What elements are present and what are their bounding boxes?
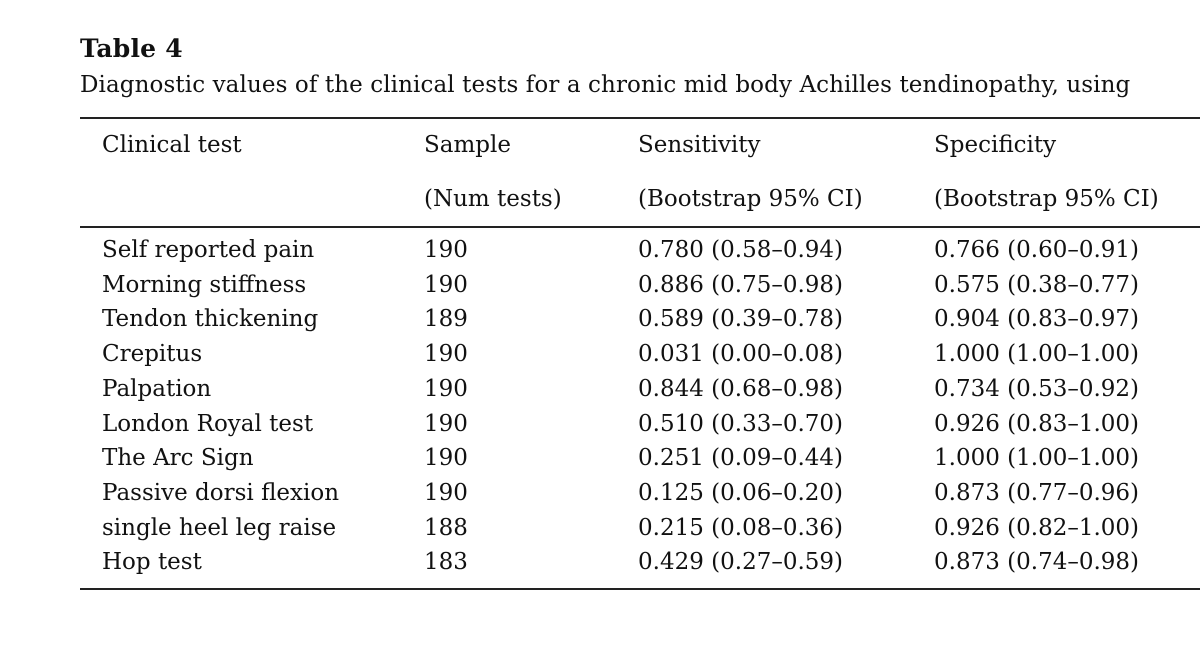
cell-sensitivity: 0.844 (0.68–0.98) [638,376,844,402]
cell-sample: 183 [424,549,468,575]
cell-specificity: 1.000 (1.00–1.00) [934,341,1140,367]
cell-specificity: 0.873 (0.74–0.98) [934,549,1140,575]
cell-sample: 190 [424,480,468,506]
cell-specificity: 0.575 (0.38–0.77) [934,272,1140,298]
cell-specificity: 0.766 (0.60–0.91) [934,237,1140,263]
cell-specificity: 0.873 (0.77–0.96) [934,480,1140,506]
header-sensitivity: Sensitivity [638,132,761,158]
cell-clinical-test: single heel leg raise [102,515,337,541]
cell-sample: 189 [424,306,468,332]
cell-sensitivity: 0.780 (0.58–0.94) [638,237,844,263]
cell-sensitivity: 0.251 (0.09–0.44) [638,445,844,471]
cell-clinical-test: Hop test [102,549,202,575]
cell-sample: 190 [424,376,468,402]
cell-clinical-test: Self reported pain [102,237,315,263]
cell-sensitivity: 0.031 (0.00–0.08) [638,341,844,367]
cell-sensitivity: 0.125 (0.06–0.20) [638,480,844,506]
table-caption: Diagnostic values of the clinical tests … [80,72,1131,98]
cell-sensitivity: 0.886 (0.75–0.98) [638,272,844,298]
cell-clinical-test: Crepitus [102,341,203,367]
cell-sample: 190 [424,411,468,437]
cell-sensitivity: 0.215 (0.08–0.36) [638,515,844,541]
cell-clinical-test: Tendon thickening [102,306,319,332]
cell-sample: 190 [424,272,468,298]
cell-specificity: 0.904 (0.83–0.97) [934,306,1140,332]
header-sensitivity-subtitle: (Bootstrap 95% CI) [638,186,863,212]
cell-clinical-test: Morning stiffness [102,272,307,298]
cell-sample: 188 [424,515,468,541]
cell-sensitivity: 0.510 (0.33–0.70) [638,411,844,437]
header-sample: Sample [424,132,511,158]
cell-specificity: 0.926 (0.82–1.00) [934,515,1140,541]
header-sample-subtitle: (Num tests) [424,186,562,212]
cell-specificity: 0.926 (0.83–1.00) [934,411,1140,437]
table-top-rule [80,117,1200,119]
table-header-rule [80,226,1200,228]
cell-sample: 190 [424,341,468,367]
cell-sample: 190 [424,445,468,471]
cell-specificity: 0.734 (0.53–0.92) [934,376,1140,402]
header-specificity: Specificity [934,132,1057,158]
cell-clinical-test: London Royal test [102,411,314,437]
cell-specificity: 1.000 (1.00–1.00) [934,445,1140,471]
table-label: Table 4 [80,34,183,63]
header-specificity-subtitle: (Bootstrap 95% CI) [934,186,1159,212]
cell-sensitivity: 0.429 (0.27–0.59) [638,549,844,575]
cell-clinical-test: Passive dorsi flexion [102,480,340,506]
table-bottom-rule [80,588,1200,590]
cell-clinical-test: The Arc Sign [102,445,254,471]
header-clinical-test: Clinical test [102,132,242,158]
cell-sample: 190 [424,237,468,263]
cell-sensitivity: 0.589 (0.39–0.78) [638,306,844,332]
cell-clinical-test: Palpation [102,376,212,402]
